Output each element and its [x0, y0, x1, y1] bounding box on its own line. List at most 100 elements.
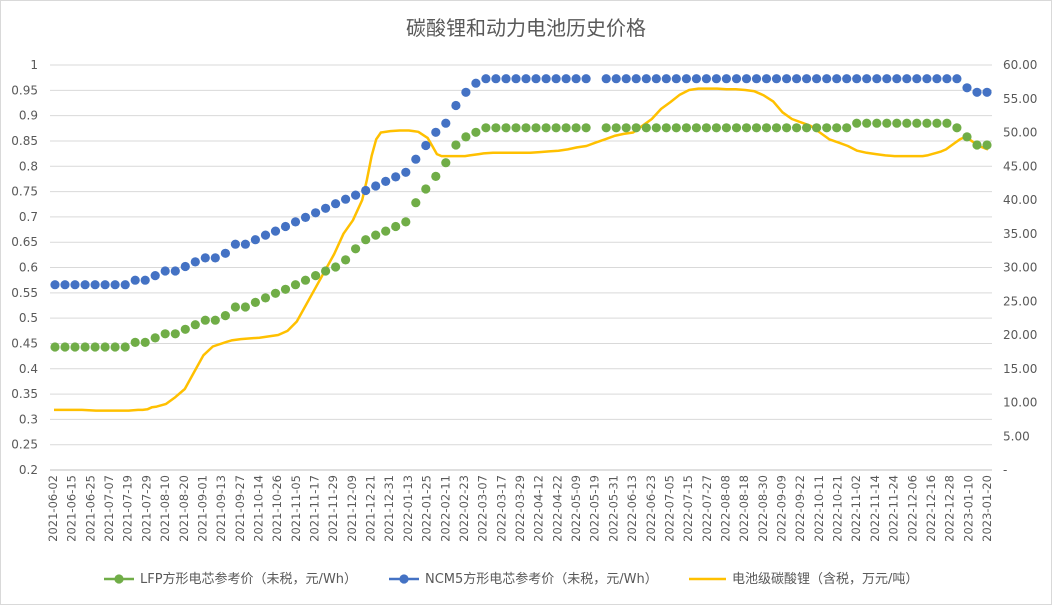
x-tick-label: 2022-03-07 [476, 475, 490, 542]
x-tick-label: 2021-09-13 [214, 475, 228, 542]
lfp-point [300, 275, 311, 285]
lfp-point [230, 302, 240, 312]
y-tick-label-left: 0.95 [11, 83, 38, 97]
series-ncm5-points [50, 74, 992, 290]
lfp-point [491, 123, 501, 133]
x-tick-label: 2021-07-29 [139, 475, 153, 542]
lfp-point [551, 123, 561, 133]
lfp-point [792, 123, 802, 133]
ncm5-point [260, 230, 271, 240]
lfp-point [331, 262, 341, 272]
x-tick-label: 2022-06-23 [644, 475, 658, 542]
lfp-point [631, 123, 641, 133]
ncm5-point [541, 74, 551, 84]
lfp-point [972, 140, 982, 150]
lfp-point [170, 329, 180, 339]
ncm5-point [832, 74, 842, 84]
ncm5-point [90, 280, 100, 290]
lfp-point [351, 244, 361, 254]
lfp-point [872, 118, 882, 128]
x-tick-label: 2022-12-16 [924, 475, 938, 542]
lfp-point [611, 123, 621, 133]
lithium-price-line [54, 87, 989, 412]
lfp-point [882, 118, 892, 128]
lfp-point [180, 324, 190, 334]
ncm5-point [451, 100, 461, 111]
ncm5-point [411, 154, 421, 164]
x-tick-label: 2021-06-25 [83, 475, 97, 542]
x-tick-label: 2022-09-09 [775, 475, 789, 542]
y-tick-label-right: 15.00 [1003, 362, 1037, 376]
x-tick-label: 2022-06-13 [625, 475, 639, 542]
ncm5-point [972, 87, 982, 97]
lfp-point [952, 123, 962, 133]
lfp-point [932, 118, 942, 128]
x-tick-label: 2022-10-11 [812, 475, 826, 542]
y-tick-label-right: 55.00 [1003, 92, 1037, 106]
lfp-point [741, 123, 752, 133]
series-lfp-points [50, 118, 992, 352]
ncm5-point [551, 74, 561, 84]
lfp-point [902, 118, 912, 128]
ncm5-point [561, 74, 571, 84]
lfp-point [571, 123, 581, 133]
ncm5-point [351, 190, 361, 200]
lfp-point [50, 342, 60, 352]
ncm5-point [441, 118, 451, 128]
y-tick-label-right: 40.00 [1003, 193, 1037, 207]
lfp-point [842, 123, 852, 133]
ncm5-point [671, 74, 681, 84]
ncm5-point [691, 74, 702, 84]
lfp-point [280, 284, 291, 294]
lfp-point [721, 123, 732, 133]
ncm5-point [862, 74, 872, 84]
x-tick-label: 2021-09-01 [195, 475, 209, 542]
ncm5-point [701, 74, 712, 84]
x-tick-label: 2021-10-26 [270, 475, 284, 542]
y-tick-label-right: 10.00 [1003, 396, 1037, 410]
x-tick-label: 2022-02-23 [457, 475, 471, 542]
lfp-point [140, 337, 150, 347]
y-axis-left: 0.2 0.25 0.3 0.35 0.4 0.45 0.5 0.55 0.6 0.65 0.7 0.… [11, 58, 38, 477]
lfp-point [401, 217, 411, 227]
x-tick-label: 2021-12-09 [345, 475, 359, 542]
y-tick-label-left: 0.5 [19, 311, 38, 325]
ncm5-point [521, 74, 531, 84]
lfp-point [270, 288, 281, 298]
ncm5-point [681, 74, 692, 84]
y-tick-label-left: 0.4 [19, 362, 38, 376]
lfp-point [832, 123, 842, 133]
x-tick-label: 2022-08-30 [756, 475, 770, 542]
lfp-point [451, 140, 461, 150]
ncm5-point [170, 266, 180, 276]
ncm5-point [381, 176, 391, 186]
lfp-point [771, 123, 782, 133]
y-tick-label-left: 0.3 [19, 412, 38, 426]
ncm5-point [982, 87, 992, 97]
ncm5-point [751, 74, 762, 84]
ncm5-point [882, 74, 892, 84]
ncm5-point [822, 74, 832, 84]
x-tick-label: 2023-01-10 [961, 475, 975, 542]
x-axis: 2021-06-02 2021-06-15 2021-06-25 2021-07-07… [46, 475, 994, 542]
y-tick-label-left: 0.45 [11, 336, 38, 350]
ncm5-point [771, 74, 782, 84]
lfp-point [190, 320, 200, 330]
ncm5-point [842, 74, 852, 84]
legend: LFP方形电芯参考价（未税，元/Wh） NCM5方形电芯参考价（未税，元/Wh） 电… [104, 571, 918, 587]
ncm5-point [741, 74, 752, 84]
lfp-point [852, 118, 862, 128]
lfp-point [681, 123, 692, 133]
x-tick-label: 2022-09-22 [793, 475, 807, 542]
lfp-point [381, 226, 391, 236]
lfp-point [341, 255, 351, 265]
lfp-point [371, 230, 381, 240]
lfp-point [912, 118, 922, 128]
lfp-point [982, 140, 992, 150]
y-tick-label-right: 25.00 [1003, 294, 1037, 308]
ncm5-point [160, 266, 170, 276]
ncm5-point [110, 280, 120, 290]
y-tick-label-right: - [1003, 463, 1007, 477]
lfp-point [751, 123, 762, 133]
